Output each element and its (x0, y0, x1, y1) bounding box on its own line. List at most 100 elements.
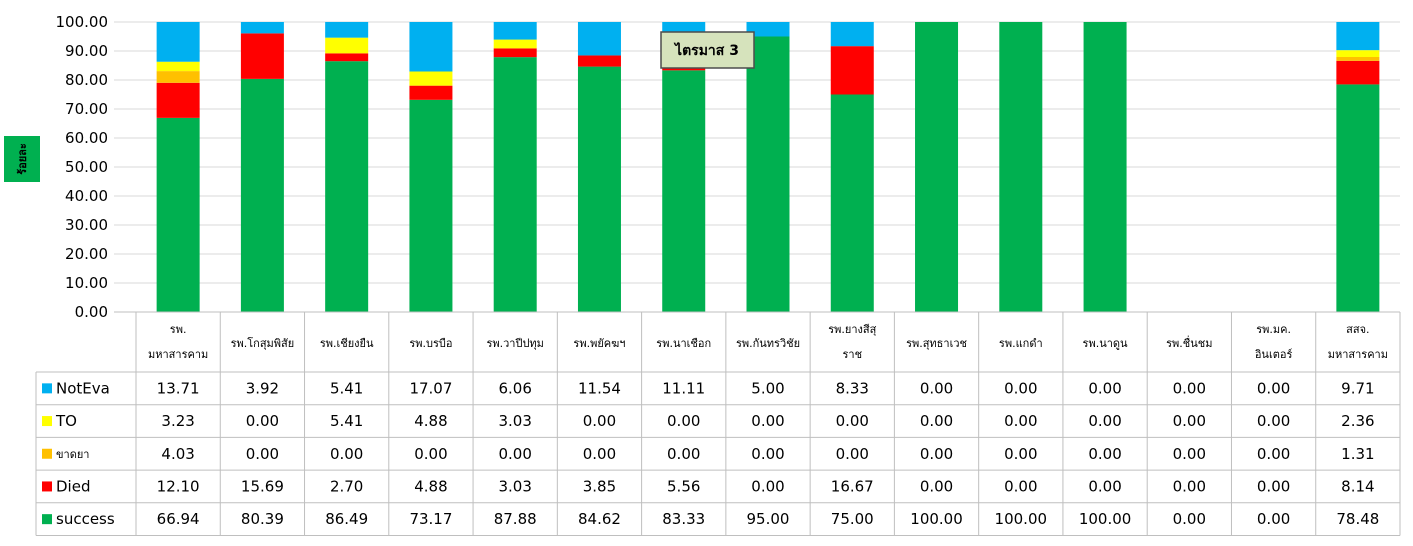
bar-segment (493, 22, 537, 40)
data-label: 0.00 (246, 445, 279, 463)
data-label: 0.00 (1088, 477, 1121, 495)
bar-segment (409, 71, 453, 86)
data-label: 16.67 (831, 477, 874, 495)
data-label: 8.14 (1341, 477, 1374, 495)
category-label: รพ.โกสุมพิสัย (231, 336, 295, 350)
data-label: 0.00 (751, 412, 784, 430)
data-label: 8.33 (836, 379, 869, 397)
legend-entry: Died (56, 477, 90, 495)
data-label: 5.41 (330, 412, 363, 430)
bar-segment (830, 94, 874, 312)
data-label: 0.00 (836, 412, 869, 430)
data-label: 100.00 (910, 510, 963, 528)
y-tick-label: 100.00 (56, 13, 109, 31)
y-tick-label: 20.00 (65, 245, 108, 263)
data-label: 0.00 (1257, 445, 1290, 463)
category-label: รพ.นาเชือก (656, 337, 711, 350)
category-label: รพ.ยางสีสุ (828, 323, 876, 336)
category-label: รพ.กันทรวิชัย (736, 337, 800, 350)
data-label: 83.33 (662, 510, 705, 528)
data-label: 3.23 (161, 412, 194, 430)
data-label: 3.85 (583, 477, 616, 495)
data-label: 86.49 (325, 510, 368, 528)
data-label: 17.07 (409, 379, 452, 397)
category-label: อินเตอร์ (1254, 348, 1292, 361)
data-label: 78.48 (1336, 510, 1379, 528)
data-label: 5.41 (330, 379, 363, 397)
bar-segment (1336, 50, 1380, 58)
data-label: 0.00 (751, 477, 784, 495)
bar-segment (325, 61, 369, 312)
y-axis-label: ร้อยละ (16, 143, 29, 175)
category-label: รพ.แกดำ (999, 337, 1043, 350)
category-label: รพ.วาปีปทุม (486, 337, 543, 350)
data-label: 0.00 (246, 412, 279, 430)
legend-entry: TO (55, 412, 77, 430)
bar-segment (240, 22, 284, 34)
bar-segment (577, 55, 621, 67)
data-label: 0.00 (1004, 445, 1037, 463)
data-label: 0.00 (330, 445, 363, 463)
y-tick-label: 40.00 (65, 187, 108, 205)
data-label: 0.00 (1257, 379, 1290, 397)
data-label: 75.00 (831, 510, 874, 528)
data-label: 66.94 (157, 510, 200, 528)
bar-segment (1336, 60, 1380, 85)
data-label: 9.71 (1341, 379, 1374, 397)
y-tick-label: 70.00 (65, 100, 108, 118)
data-label: 0.00 (836, 445, 869, 463)
y-axis-label-group: ร้อยละ (4, 136, 40, 182)
legend-swatch (42, 514, 52, 525)
category-label: รพ.นาดูน (1083, 337, 1128, 350)
data-label: 0.00 (920, 477, 953, 495)
bar-segment (240, 33, 284, 79)
category-label: สสจ. (1346, 323, 1369, 336)
bar-segment (999, 22, 1043, 312)
data-label: 1.31 (1341, 445, 1374, 463)
bar-segment (577, 21, 621, 56)
data-label: 0.00 (414, 445, 447, 463)
y-tick-label: 50.00 (65, 158, 108, 176)
legend-swatch (42, 448, 52, 459)
data-label: 0.00 (1173, 477, 1206, 495)
data-label: 0.00 (1173, 379, 1206, 397)
bar-segment (577, 66, 621, 313)
bar-segment (156, 71, 200, 83)
data-label: 0.00 (1257, 477, 1290, 495)
data-label: 4.88 (414, 412, 447, 430)
annotation-group: ไตรมาส 3 (660, 31, 755, 69)
legend-entry: success (56, 510, 115, 528)
bar-segment (746, 22, 790, 37)
bar-segment (240, 78, 284, 312)
annotation-label: ไตรมาส 3 (673, 41, 739, 59)
y-axis-label-box (4, 136, 40, 182)
legend-entry: ขาดยา (56, 448, 89, 461)
data-label: 84.62 (578, 510, 621, 528)
y-axis-ticks: 0.00 10.00 20.00 30.00 40.00 50.00 60.00 70.00 8… (56, 13, 109, 321)
data-label: 3.03 (498, 412, 531, 430)
bar-segment (1336, 22, 1380, 51)
category-label: รพ.บรบือ (409, 337, 452, 350)
data-label: 12.10 (157, 477, 200, 495)
bar-segment (156, 21, 200, 62)
y-tick-label: 0.00 (75, 303, 108, 321)
category-label: รพ.ชื่นชม (1166, 335, 1212, 350)
data-label: 0.00 (667, 412, 700, 430)
data-label: 2.70 (330, 477, 363, 495)
data-label: 0.00 (920, 412, 953, 430)
legend-entry: NotEva (56, 379, 110, 397)
data-label: 0.00 (1173, 412, 1206, 430)
data-label: 0.00 (1004, 412, 1037, 430)
bar-segment (493, 39, 537, 49)
data-label: 3.03 (498, 477, 531, 495)
bar-segment (830, 46, 874, 95)
bar-segment (156, 61, 200, 72)
data-label: 0.00 (1088, 412, 1121, 430)
category-label: รพ.สุทธาเวช (906, 337, 967, 350)
y-tick-label: 10.00 (65, 274, 108, 292)
bar-segment (746, 36, 790, 312)
category-label: รพ.มค. (1256, 323, 1291, 336)
data-label: 0.00 (498, 445, 531, 463)
y-tick-label: 30.00 (65, 216, 108, 234)
